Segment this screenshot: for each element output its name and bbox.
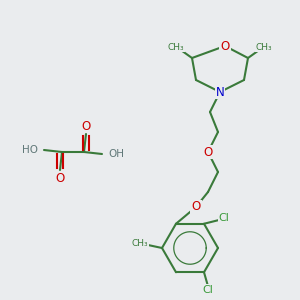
- Text: OH: OH: [108, 149, 124, 159]
- Text: O: O: [191, 200, 201, 214]
- Text: CH₃: CH₃: [256, 43, 272, 52]
- Text: O: O: [81, 119, 91, 133]
- Text: HO: HO: [22, 145, 38, 155]
- Text: O: O: [220, 40, 230, 52]
- Text: Cl: Cl: [202, 285, 213, 295]
- Text: CH₃: CH₃: [132, 238, 148, 247]
- Text: O: O: [56, 172, 64, 184]
- Text: N: N: [216, 85, 224, 98]
- Text: CH₃: CH₃: [168, 43, 184, 52]
- Text: Cl: Cl: [219, 213, 230, 223]
- Text: O: O: [203, 146, 213, 158]
